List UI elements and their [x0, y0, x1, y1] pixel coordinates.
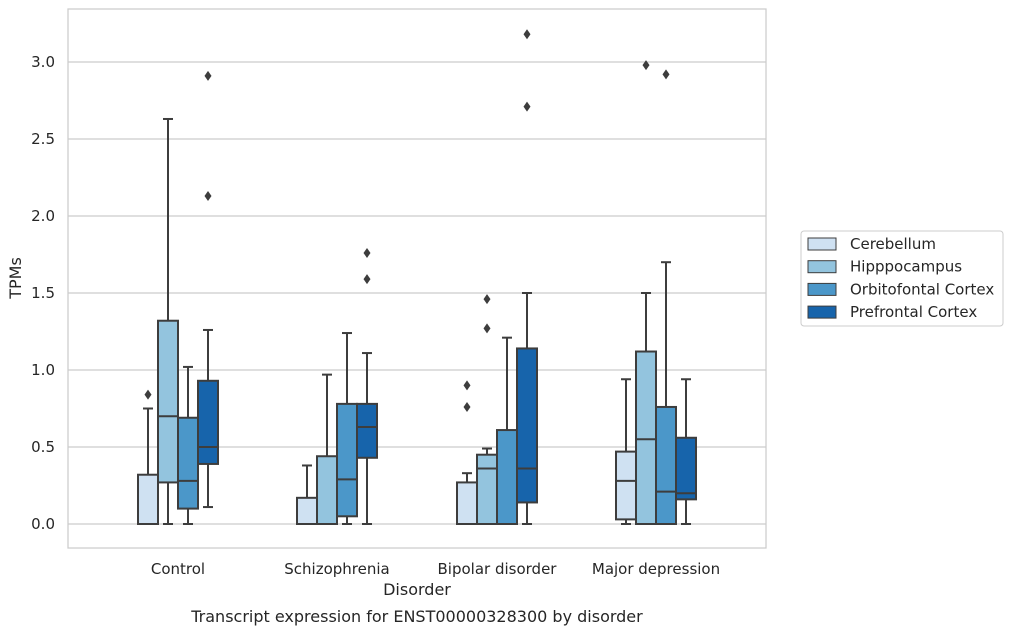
box-cerebellum: [137, 389, 159, 525]
box-prefrontal-cortex: [675, 378, 697, 525]
plot-frame: [67, 8, 767, 549]
x-tick-label: Control: [151, 560, 205, 578]
y-axis-label: TPMs: [6, 257, 25, 300]
legend-frame: [800, 230, 1004, 327]
y-tick-label: 2.0: [31, 207, 55, 225]
outlier-point: [144, 389, 152, 400]
legend-swatch: [807, 260, 837, 274]
y-tick-label: 0.0: [31, 515, 55, 533]
legend-label: Orbitofontal Cortex: [850, 280, 994, 298]
box-hipppocampus: [157, 117, 179, 525]
y-tick-label: 1.5: [31, 284, 55, 302]
outlier-point: [523, 29, 531, 40]
y-tick-label: 0.5: [31, 438, 55, 456]
box-prefrontal-cortex: [516, 29, 538, 525]
outlier-point: [204, 190, 212, 201]
box-orbitofontal-cortex: [496, 336, 518, 525]
outlier-point: [642, 60, 650, 71]
box-iqr: [615, 450, 637, 521]
box-cerebellum: [296, 464, 318, 526]
box-iqr: [336, 402, 358, 518]
outlier-point: [363, 247, 371, 258]
outlier-point: [463, 380, 471, 391]
outlier-point: [204, 70, 212, 81]
box-hipppocampus: [316, 373, 338, 525]
y-tick-label: 2.5: [31, 130, 55, 148]
box-prefrontal-cortex: [197, 70, 219, 509]
box-iqr: [635, 350, 657, 525]
box-iqr: [675, 436, 697, 501]
box-iqr: [157, 319, 179, 484]
legend-swatch: [807, 237, 837, 251]
box-hipppocampus: [635, 60, 657, 525]
box-iqr: [476, 453, 498, 526]
y-tick-label: 1.0: [31, 361, 55, 379]
box-cerebellum: [456, 380, 478, 526]
box-cerebellum: [615, 378, 637, 525]
box-hipppocampus: [476, 294, 498, 526]
outlier-point: [463, 401, 471, 412]
box-iqr: [516, 347, 538, 504]
chart-caption: Transcript expression for ENST0000032830…: [190, 607, 643, 626]
box-iqr: [197, 379, 219, 465]
box-iqr: [456, 481, 478, 526]
x-axis-ticks: Control Schizophrenia Bipolar disorder Majo…: [151, 560, 720, 578]
box-iqr: [655, 405, 677, 525]
outlier-point: [483, 323, 491, 334]
legend-label: Hipppocampus: [850, 258, 962, 276]
box-orbitofontal-cortex: [655, 69, 677, 525]
x-tick-label: Bipolar disorder: [438, 560, 558, 578]
box-iqr: [356, 402, 378, 459]
outlier-point: [523, 101, 531, 112]
legend-label: Prefrontal Cortex: [850, 303, 977, 321]
outlier-point: [662, 69, 670, 80]
box-prefrontal-cortex: [356, 247, 378, 525]
box-iqr: [496, 429, 518, 525]
legend-swatch: [807, 282, 837, 296]
y-tick-label: 3.0: [31, 53, 55, 71]
box-iqr: [296, 496, 318, 526]
box-iqr: [177, 416, 199, 510]
box-iqr: [316, 455, 338, 525]
legend: Cerebellum Hipppocampus Orbitofontal Corte…: [800, 230, 1004, 327]
box-plot-series: [137, 29, 697, 526]
outlier-point: [483, 294, 491, 305]
box-orbitofontal-cortex: [177, 365, 199, 525]
legend-swatch: [807, 305, 837, 319]
box-orbitofontal-cortex: [336, 332, 358, 525]
x-tick-label: Major depression: [592, 560, 720, 578]
box-iqr: [137, 473, 159, 525]
x-tick-label: Schizophrenia: [284, 560, 389, 578]
y-axis-ticks: 0.0 0.5 1.0 1.5 2.0 2.5 3.0: [31, 53, 55, 533]
legend-label: Cerebellum: [850, 235, 936, 253]
x-axis-label: Disorder: [383, 580, 451, 599]
outlier-point: [363, 274, 371, 285]
